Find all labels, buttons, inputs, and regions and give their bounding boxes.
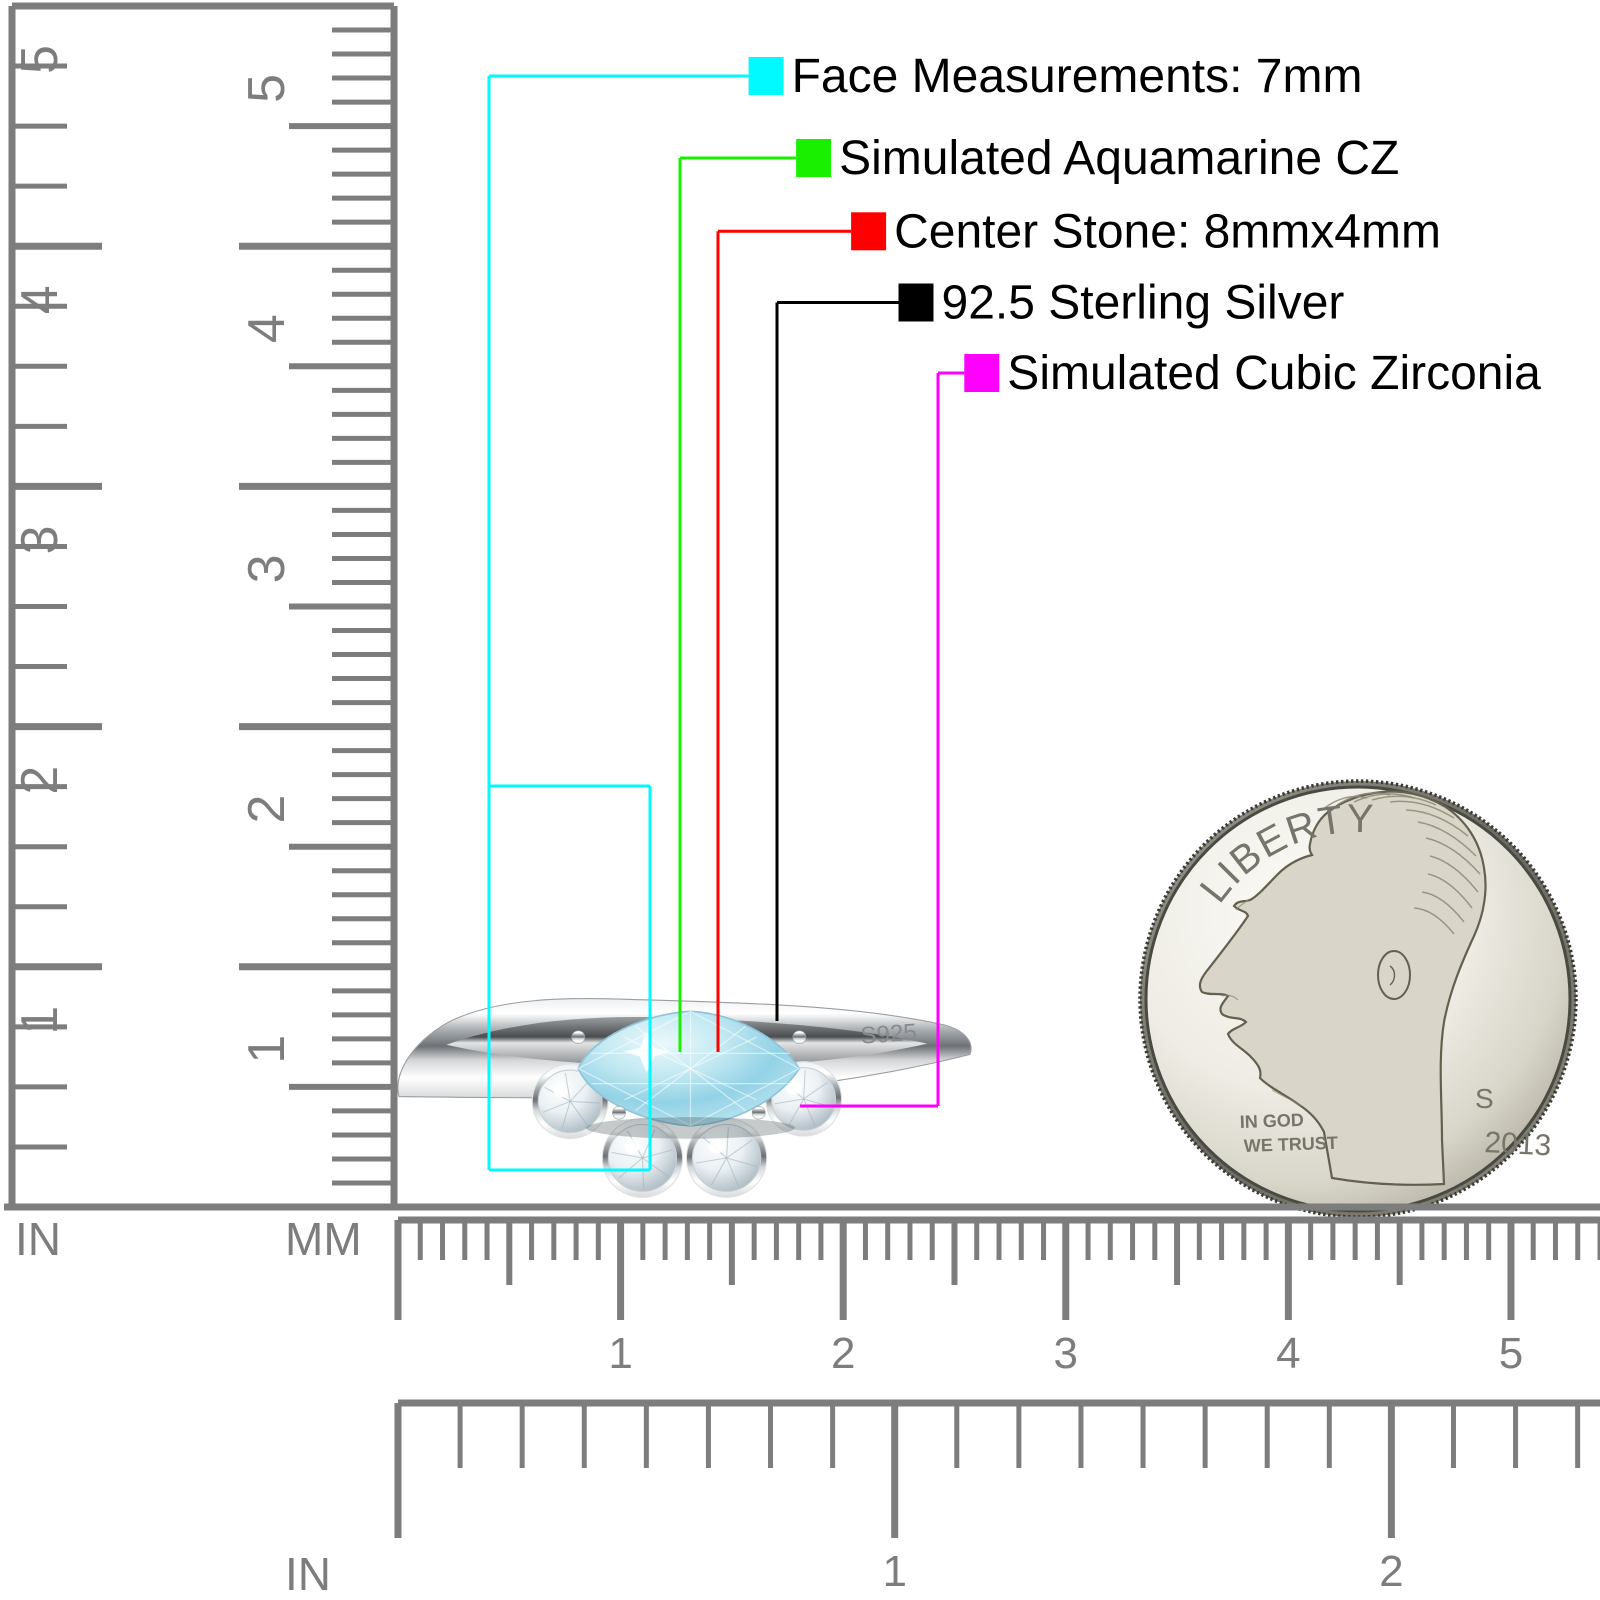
svg-text:IN: IN xyxy=(15,1213,61,1265)
svg-text:3: 3 xyxy=(238,554,296,583)
svg-text:5: 5 xyxy=(1499,1329,1523,1378)
svg-text:IN GOD: IN GOD xyxy=(1239,1110,1304,1132)
svg-text:3: 3 xyxy=(1054,1329,1078,1378)
svg-text:2: 2 xyxy=(11,766,69,795)
svg-text:92.5 Sterling Silver: 92.5 Sterling Silver xyxy=(942,277,1345,330)
svg-text:1: 1 xyxy=(882,1547,906,1596)
svg-text:5: 5 xyxy=(238,74,296,103)
svg-text:S925: S925 xyxy=(860,1019,918,1050)
svg-text:WE TRUST: WE TRUST xyxy=(1243,1133,1338,1156)
svg-text:4: 4 xyxy=(238,314,296,343)
svg-text:4: 4 xyxy=(11,285,69,314)
svg-text:Simulated Aquamarine CZ: Simulated Aquamarine CZ xyxy=(839,132,1399,185)
svg-text:1: 1 xyxy=(11,1006,69,1035)
svg-text:MM: MM xyxy=(285,1213,362,1265)
svg-text:2013: 2013 xyxy=(1484,1126,1552,1162)
svg-text:S: S xyxy=(1475,1083,1494,1114)
svg-text:4: 4 xyxy=(1276,1329,1300,1378)
svg-text:2: 2 xyxy=(238,795,296,824)
svg-text:5: 5 xyxy=(11,45,69,74)
svg-text:1: 1 xyxy=(238,1035,296,1064)
svg-text:2: 2 xyxy=(831,1329,855,1378)
svg-text:Center Stone: 8mmx4mm: Center Stone: 8mmx4mm xyxy=(894,205,1441,258)
svg-text:IN: IN xyxy=(285,1548,331,1600)
svg-text:2: 2 xyxy=(1379,1547,1403,1596)
svg-text:1: 1 xyxy=(608,1329,632,1378)
svg-text:Simulated Cubic Zirconia: Simulated Cubic Zirconia xyxy=(1007,347,1541,400)
svg-text:3: 3 xyxy=(11,525,69,554)
svg-text:Face Measurements: 7mm: Face Measurements: 7mm xyxy=(792,50,1363,103)
